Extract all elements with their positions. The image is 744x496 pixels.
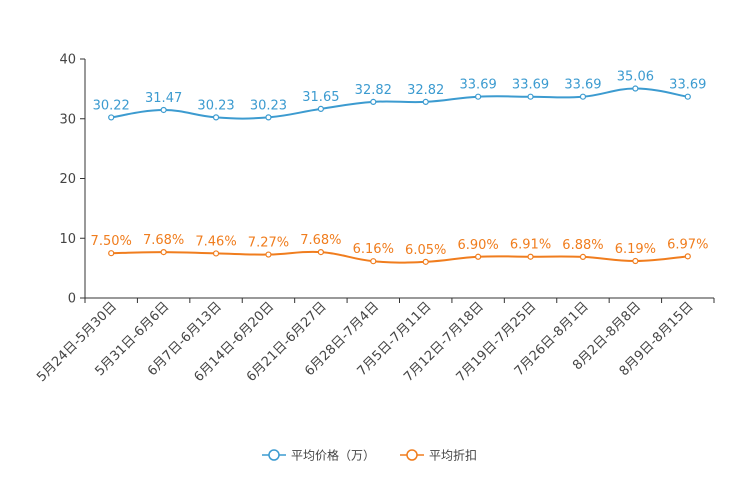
legend-label: 平均价格（万） [291,448,375,463]
data-label: 6.19% [615,242,656,257]
data-label: 6.97% [667,237,708,252]
data-point [160,249,167,256]
data-label: 31.47 [145,91,182,106]
data-label: 6.91% [510,238,551,253]
data-point [317,105,324,112]
series-1: 30.22 31.47 30.23 30.23 31.65 32.82 32.82 33.69… [93,70,706,121]
legend: 平均价格（万） 平均折扣 [262,448,477,463]
data-point [684,93,691,100]
data-point [265,114,272,121]
data-label: 7.68% [143,233,184,248]
data-point [212,114,220,121]
legend-item: 平均折扣 [400,448,477,463]
data-label: 30.23 [197,98,234,113]
series-layer: 30.22 31.47 30.23 30.23 31.65 32.82 32.82 33.69… [91,70,708,265]
legend-label: 平均折扣 [429,448,477,463]
data-label: 32.82 [407,83,444,98]
y-tick-label: 40 [59,53,76,68]
series-line [111,87,688,120]
data-point [527,253,534,260]
data-label: 31.65 [302,90,339,105]
data-label: 33.69 [460,78,497,93]
data-label: 30.23 [250,98,287,113]
data-label: 7.27% [248,236,289,251]
data-point [160,106,167,114]
y-tick-label: 0 [68,292,76,307]
data-point [475,253,482,260]
data-label: 6.90% [457,238,498,253]
data-point [370,98,377,106]
data-point [422,98,429,106]
data-label: 7.50% [91,234,132,249]
data-label: 35.06 [617,70,654,85]
data-label: 33.69 [564,78,601,93]
data-label: 6.16% [353,242,394,257]
data-point [108,114,115,121]
data-label: 33.69 [512,78,549,93]
series-line [111,250,688,264]
data-point [579,93,587,100]
series-2: 7.50% 7.68% 7.46% 7.27% 7.68% 6.16% 6.05% 6.90%… [91,233,708,265]
data-label: 30.22 [93,98,130,113]
data-label: 6.05% [405,243,446,258]
data-label: 6.88% [562,238,603,253]
data-point [475,93,482,100]
data-point [370,258,377,265]
data-point [579,253,587,260]
legend-marker-icon [268,449,280,461]
data-label: 32.82 [355,83,392,98]
legend-item: 平均价格（万） [262,448,375,463]
data-point [265,251,272,258]
data-point [632,85,639,92]
legend-marker-icon [406,449,418,461]
y-tick-label: 20 [59,172,76,187]
data-label: 7.68% [300,233,341,248]
data-point [108,250,115,257]
data-label: 33.69 [669,78,706,93]
data-point [422,258,429,265]
data-point [527,93,534,100]
data-point [632,257,639,265]
y-tick-label: 10 [59,232,76,247]
data-point [684,253,691,260]
data-point [212,250,220,257]
y-tick-label: 30 [59,112,76,127]
data-label: 7.46% [195,234,236,249]
data-point [317,249,324,256]
